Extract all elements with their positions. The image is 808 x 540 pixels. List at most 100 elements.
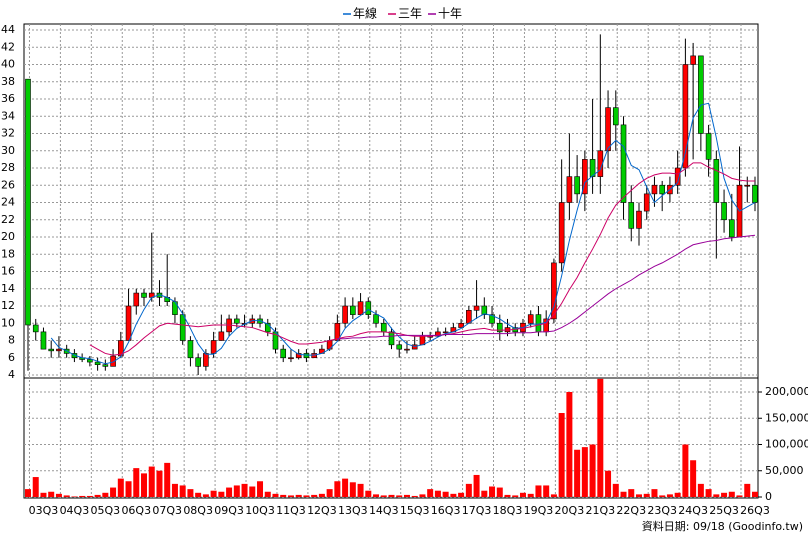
y-tick-label: 8 (8, 334, 15, 347)
candle-body (435, 331, 441, 337)
x-tick-label: 03Q3 (29, 504, 59, 517)
volume-bar (55, 493, 62, 497)
volume-bar (535, 485, 542, 497)
y-tick-label: 28 (1, 161, 15, 174)
y-tick-label: 24 (1, 196, 15, 209)
candle-body (721, 202, 727, 221)
y-tick-label: 20 (1, 230, 15, 243)
x-tick-label: 24Q3 (678, 504, 708, 517)
candle-body (605, 107, 611, 152)
volume-bar (574, 449, 581, 497)
x-tick-label: 26Q3 (740, 504, 770, 517)
volume-bar (133, 468, 140, 497)
x-tick-label: 14Q3 (369, 504, 399, 517)
volume-bar (40, 492, 47, 497)
volume-bar (241, 483, 248, 497)
candle-body (481, 305, 488, 315)
candle-body (141, 292, 147, 298)
volume-bar (659, 495, 666, 497)
volume-bar (411, 495, 418, 497)
y-tick-label: 4 (8, 368, 15, 381)
source-note: 資料日期: 09/18 (Goodinfo.tw) (642, 519, 803, 533)
volume-bar (349, 482, 356, 497)
x-tick-label: 10Q3 (245, 504, 275, 517)
x-tick-label: 13Q3 (338, 504, 368, 517)
x-tick-label: 06Q3 (121, 504, 151, 517)
volume-bar (651, 489, 658, 497)
candle-body (620, 124, 627, 203)
volume-bar (318, 493, 325, 497)
x-tick-label: 05Q3 (91, 504, 121, 517)
volume-bar (473, 474, 480, 497)
y-tick-label: 40 (1, 58, 15, 71)
volume-bar (195, 492, 202, 497)
volume-bar (558, 413, 565, 497)
volume-bar (218, 491, 225, 497)
candle-body (442, 331, 449, 334)
volume-bar (690, 460, 697, 497)
x-tick-label: 08Q3 (183, 504, 213, 517)
volume-bar (179, 485, 186, 497)
candle-body (752, 184, 758, 203)
volume-bar (164, 462, 171, 497)
volume-bar (342, 478, 349, 497)
ma-line (89, 162, 755, 356)
candle-body (496, 322, 503, 333)
candle-body (551, 262, 557, 320)
volume-bar (202, 494, 209, 497)
volume-bar (465, 483, 472, 497)
x-tick-label: 25Q3 (709, 504, 739, 517)
candle-body (295, 353, 302, 359)
candle-body (636, 210, 642, 229)
legend-label: 十年 (438, 7, 462, 21)
volume-bar (697, 483, 704, 497)
volume-bar (272, 493, 279, 497)
candle-body (218, 331, 225, 341)
plot-frame (23, 23, 759, 499)
y2-tick-label: 150,000 (765, 411, 808, 424)
volume-bar (519, 492, 526, 497)
x-tick-label: 20Q3 (555, 504, 585, 517)
volume-bar (481, 490, 488, 497)
candle-body (466, 310, 472, 324)
candle-body (682, 64, 689, 169)
volume-bar (71, 496, 78, 497)
volume-bar (427, 489, 434, 497)
x-tick-label: 17Q3 (462, 504, 492, 517)
candle-body (558, 202, 565, 264)
candle-body (473, 305, 480, 311)
candle-body (365, 301, 372, 315)
y-tick-label: 12 (1, 299, 15, 312)
volume-bar (504, 494, 511, 497)
y-tick-label: 22 (1, 213, 15, 226)
candle-body (32, 324, 39, 333)
candle-body (56, 348, 62, 352)
legend-label: 三年 (398, 7, 422, 21)
x-tick-label: 19Q3 (524, 504, 554, 517)
candle-body (659, 184, 665, 195)
x-tick-label: 11Q3 (276, 504, 306, 517)
y-tick-label: 16 (1, 265, 15, 278)
volume-bar (403, 494, 410, 497)
candle-body (589, 159, 596, 177)
volume-bar (334, 481, 341, 497)
candle-body (458, 322, 464, 328)
y-tick-label: 44 (1, 23, 15, 36)
candle-body (40, 331, 47, 350)
x-tick-label: 09Q3 (214, 504, 244, 517)
volume-bar (280, 494, 287, 497)
ma-line (337, 234, 756, 340)
volume-bar (233, 485, 240, 497)
volume-bar (287, 495, 294, 497)
candle-body (125, 305, 132, 341)
volume-bar (489, 486, 496, 497)
candle-body (574, 176, 580, 195)
volume-bar (543, 485, 550, 497)
candle-body (489, 314, 495, 324)
candle-body (203, 353, 209, 367)
candle-body (396, 344, 403, 350)
candle-body (87, 359, 93, 363)
candle-body (264, 322, 271, 333)
y-tick-label: 36 (1, 92, 15, 105)
volume-bar (620, 491, 627, 497)
